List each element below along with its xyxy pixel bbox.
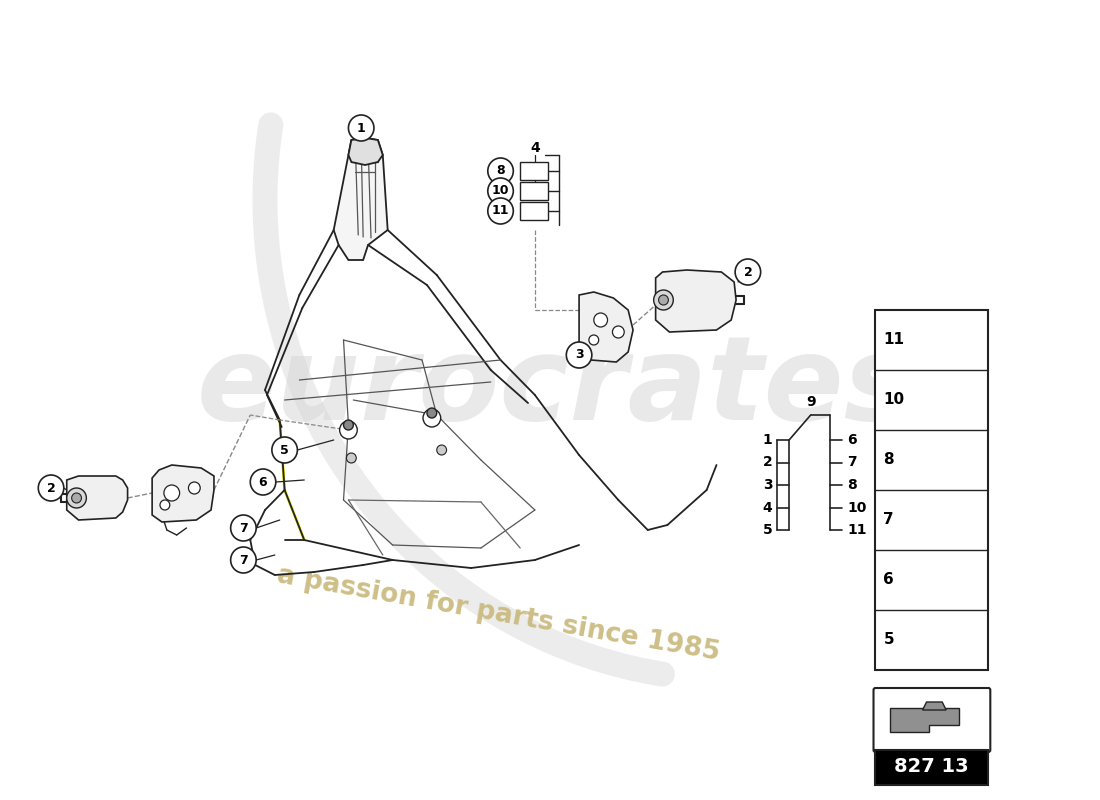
Circle shape	[160, 500, 169, 510]
Text: 9: 9	[806, 395, 815, 409]
Circle shape	[340, 421, 358, 439]
Polygon shape	[349, 138, 383, 165]
Text: 5: 5	[883, 633, 894, 647]
Circle shape	[231, 547, 256, 573]
Text: 8: 8	[496, 165, 505, 178]
Circle shape	[613, 326, 624, 338]
Text: eurocrates: eurocrates	[196, 330, 914, 445]
Circle shape	[188, 482, 200, 494]
Text: 4: 4	[762, 501, 772, 514]
Text: 827 13: 827 13	[894, 758, 969, 777]
Text: 7: 7	[883, 513, 894, 527]
FancyBboxPatch shape	[876, 750, 988, 785]
Polygon shape	[656, 270, 736, 332]
Text: 11: 11	[847, 523, 867, 537]
Text: 2: 2	[46, 482, 55, 494]
Circle shape	[72, 493, 81, 503]
Text: 1: 1	[762, 433, 772, 447]
FancyBboxPatch shape	[876, 310, 988, 670]
Text: 6: 6	[847, 433, 857, 447]
Text: 11: 11	[492, 205, 509, 218]
Text: 7: 7	[239, 554, 248, 566]
Polygon shape	[333, 138, 387, 260]
Polygon shape	[579, 292, 634, 362]
Text: 8: 8	[883, 453, 894, 467]
Circle shape	[251, 469, 276, 495]
Circle shape	[437, 445, 447, 455]
Circle shape	[272, 437, 297, 463]
Text: 8: 8	[847, 478, 857, 492]
Circle shape	[653, 290, 673, 310]
Circle shape	[487, 198, 514, 224]
Text: 5: 5	[280, 443, 289, 457]
Circle shape	[487, 158, 514, 184]
Circle shape	[67, 488, 87, 508]
Polygon shape	[67, 476, 128, 520]
Text: 10: 10	[492, 185, 509, 198]
Polygon shape	[152, 465, 214, 522]
Circle shape	[427, 408, 437, 418]
Circle shape	[39, 475, 64, 501]
Circle shape	[566, 342, 592, 368]
Circle shape	[735, 259, 760, 285]
Text: 10: 10	[847, 501, 867, 514]
FancyBboxPatch shape	[520, 202, 548, 220]
FancyBboxPatch shape	[873, 688, 990, 752]
Text: 2: 2	[762, 455, 772, 470]
Text: 5: 5	[762, 523, 772, 537]
Text: 6: 6	[258, 475, 267, 489]
Circle shape	[487, 178, 514, 204]
Circle shape	[588, 335, 598, 345]
Text: 7: 7	[847, 455, 857, 470]
Text: 2: 2	[744, 266, 752, 278]
Text: 4: 4	[530, 141, 540, 155]
Text: a passion for parts since 1985: a passion for parts since 1985	[275, 562, 722, 666]
Circle shape	[231, 515, 256, 541]
Circle shape	[349, 115, 374, 141]
FancyBboxPatch shape	[520, 162, 548, 180]
Circle shape	[164, 485, 179, 501]
FancyBboxPatch shape	[520, 182, 548, 200]
Polygon shape	[890, 708, 959, 732]
Circle shape	[594, 313, 607, 327]
Text: 6: 6	[883, 573, 894, 587]
Text: 11: 11	[883, 333, 904, 347]
Circle shape	[424, 409, 441, 427]
Polygon shape	[923, 702, 946, 710]
Text: 3: 3	[762, 478, 772, 492]
Text: 1: 1	[356, 122, 365, 134]
Text: 10: 10	[883, 393, 904, 407]
Circle shape	[346, 453, 356, 463]
Circle shape	[659, 295, 669, 305]
Text: 3: 3	[575, 349, 583, 362]
Circle shape	[343, 420, 353, 430]
Text: 7: 7	[239, 522, 248, 534]
